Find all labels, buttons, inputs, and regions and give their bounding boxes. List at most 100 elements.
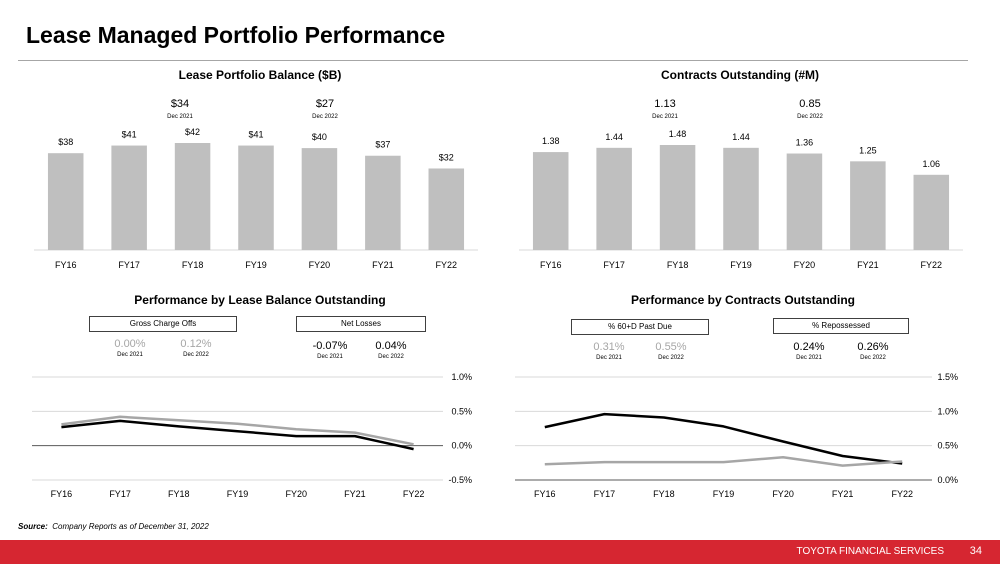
contracts-chart-title: Contracts Outstanding (#M)	[661, 68, 819, 82]
contract-perf-title: Performance by Contracts Outstanding	[630, 293, 856, 307]
x-tick-label: FY18	[653, 489, 675, 499]
nl-2021-period: Dec 2021	[317, 354, 343, 360]
source-text: Company Reports as of December 31, 2022	[52, 522, 209, 531]
nl-2022-value: 0.04%	[375, 340, 407, 352]
bar-fy21	[850, 161, 886, 250]
x-tick-label: FY20	[309, 260, 331, 270]
repossessed-legend-box: % Repossessed	[773, 318, 909, 334]
bar-value-label: $37	[375, 140, 390, 150]
bar-value-label: $38	[58, 137, 73, 147]
x-tick-label: FY16	[534, 489, 556, 499]
bar-fy19	[723, 147, 759, 250]
bar-fy16	[532, 152, 569, 250]
nl-2022-period: Dec 2022	[378, 354, 404, 360]
pd-2022-period: Dec 2022	[658, 355, 684, 361]
x-tick-label: FY17	[118, 260, 140, 270]
lease-perf-line-chart: 1.0% 0.5% 0.0% -0.5% FY16 FY17 FY18 FY19 FY20 FY2…	[32, 372, 472, 499]
x-tick-label: FY22	[436, 260, 458, 270]
x-tick-label: FY21	[372, 260, 394, 270]
bar-fy18	[659, 145, 696, 250]
source-note: Source: Company Reports as of December 3…	[18, 522, 209, 531]
balance-callout-2021-period: Dec 2021	[167, 114, 193, 120]
x-tick-label: FY20	[772, 489, 794, 499]
page-title: Lease Managed Portfolio Performance	[26, 22, 446, 48]
balance-callout-2022-period: Dec 2022	[312, 114, 338, 120]
contracts-callout-2021-value: 1.13	[654, 98, 676, 110]
x-tick-label: FY19	[713, 489, 735, 499]
y-tick-label: 0.0%	[937, 475, 958, 485]
page-number: 34	[969, 545, 982, 557]
contract-perf-line-chart: 1.5% 1.0% 0.5% 0.0% FY16 FY17 FY18 FY19 FY20 FY21…	[515, 372, 958, 499]
x-tick-label: FY19	[245, 260, 267, 270]
y-tick-label: 1.5%	[937, 372, 958, 382]
bar-value-label: 1.06	[923, 159, 941, 169]
footer-brand: TOYOTA FINANCIAL SERVICES	[796, 546, 944, 557]
bar-value-label: $41	[122, 130, 137, 140]
x-tick-label: FY22	[403, 489, 425, 499]
gco-2021-period: Dec 2021	[117, 352, 143, 358]
rep-2022-value: 0.26%	[857, 341, 889, 353]
balance-callout-2022-value: $27	[315, 98, 335, 110]
y-tick-label: 1.0%	[451, 372, 472, 382]
bar-fy17	[596, 147, 632, 250]
bar-fy16	[47, 153, 84, 250]
x-tick-label: FY17	[603, 260, 625, 270]
y-tick-label: 0.5%	[937, 441, 958, 451]
bar-value-label: 1.36	[796, 138, 814, 148]
balance-callout-2021-value: $34	[170, 98, 190, 110]
bar-value-label: $42	[185, 127, 200, 137]
series-line-gross-charge-offs	[61, 415, 414, 446]
x-tick-label: FY16	[540, 260, 562, 270]
rep-2021-period: Dec 2021	[796, 355, 822, 361]
gross-charge-offs-legend-box: Gross Charge Offs	[89, 316, 237, 332]
bar-fy22	[913, 174, 950, 250]
x-tick-label: FY18	[168, 489, 190, 499]
bar-fy18	[174, 143, 211, 250]
rep-2022-period: Dec 2022	[860, 355, 886, 361]
gco-2022-period: Dec 2022	[183, 352, 209, 358]
y-tick-label: 0.5%	[451, 406, 472, 416]
lease-perf-title: Performance by Lease Balance Outstanding	[134, 293, 386, 307]
series-line-net-losses	[61, 419, 414, 451]
balance-chart-title: Lease Portfolio Balance ($B)	[178, 68, 342, 82]
gco-2022-value: 0.12%	[180, 338, 212, 350]
contracts-bar-chart: 1.38 FY16 1.44 FY17 1.48 FY18 1.44 FY19 1.36 FY20…	[519, 129, 963, 270]
bar-value-label: 1.25	[859, 145, 877, 155]
bar-value-label: $40	[312, 132, 327, 142]
past-due-legend-box: % 60+D Past Due	[571, 319, 709, 335]
pd-2022-value: 0.55%	[655, 341, 687, 353]
bar-fy19	[238, 145, 274, 250]
bar-value-label: 1.44	[605, 132, 623, 142]
balance-bar-chart: $38 FY16 $41 FY17 $42 FY18 $41 FY19 $40 FY20 $37 FY…	[34, 127, 478, 270]
pd-2021-value: 0.31%	[593, 341, 625, 353]
title-divider	[18, 60, 968, 61]
bar-fy17	[111, 145, 147, 250]
series-line-60-d-past-due	[544, 412, 903, 465]
y-tick-label: 0.0%	[451, 441, 472, 451]
x-tick-label: FY20	[285, 489, 307, 499]
x-tick-label: FY17	[594, 489, 616, 499]
bar-value-label: 1.44	[732, 132, 750, 142]
rep-2021-value: 0.24%	[793, 341, 825, 353]
gco-2021-value: 0.00%	[114, 338, 146, 350]
bar-fy20	[786, 153, 823, 250]
bar-fy21	[365, 155, 401, 250]
contracts-callout-2022-value: 0.85	[799, 98, 821, 110]
x-tick-label: FY16	[51, 489, 73, 499]
x-tick-label: FY16	[55, 260, 77, 270]
source-label: Source:	[18, 522, 48, 531]
footer-band	[0, 540, 1000, 564]
contracts-callout-2021-period: Dec 2021	[652, 114, 678, 120]
contracts-callout-2022-period: Dec 2022	[797, 114, 823, 120]
bar-value-label: 1.38	[542, 136, 560, 146]
x-tick-label: FY18	[667, 260, 689, 270]
bar-fy20	[301, 148, 338, 250]
series-line-repossessed	[544, 456, 903, 467]
x-tick-label: FY21	[344, 489, 366, 499]
x-tick-label: FY21	[857, 260, 879, 270]
bar-value-label: $41	[248, 130, 263, 140]
x-tick-label: FY22	[891, 489, 913, 499]
x-tick-label: FY17	[109, 489, 131, 499]
x-tick-label: FY20	[794, 260, 816, 270]
x-tick-label: FY22	[921, 260, 943, 270]
